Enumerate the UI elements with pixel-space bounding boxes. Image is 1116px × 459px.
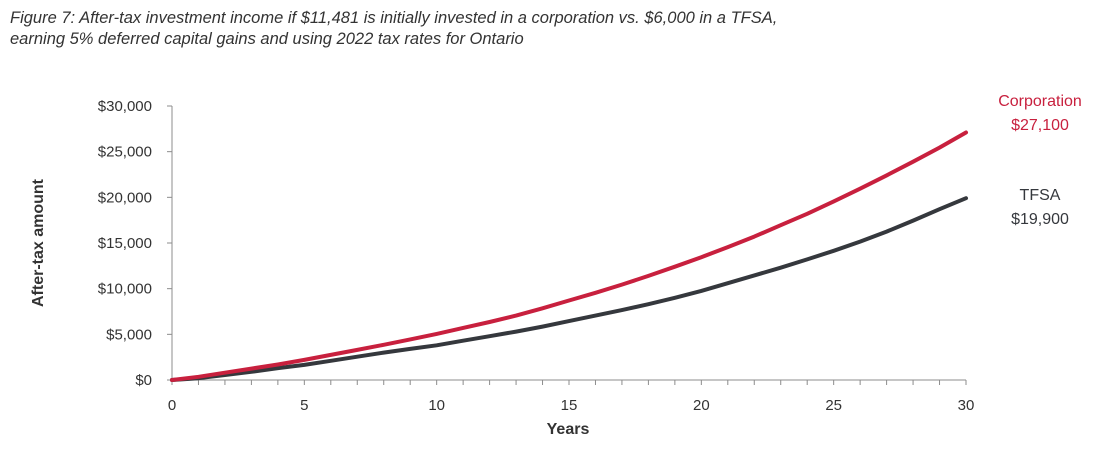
y-tick-label: $5,000 <box>106 326 152 343</box>
y-tick-label: $10,000 <box>98 281 152 298</box>
chart-title-line-1: Figure 7: After-tax investment income if… <box>10 9 778 27</box>
x-tick-label: 20 <box>693 397 710 414</box>
series-line-tfsa <box>170 196 968 382</box>
end-label-tfsa-name: TFSA <box>1020 187 1061 204</box>
end-label-tfsa-value: $19,900 <box>1011 211 1069 228</box>
y-axis-title: After-tax amount <box>30 178 47 307</box>
x-tick-label: 30 <box>958 397 975 414</box>
chart-title-line-2: earning 5% deferred capital gains and us… <box>10 30 524 48</box>
end-label-corporation-value: $27,100 <box>1011 117 1069 134</box>
x-tick-label: 15 <box>561 397 578 414</box>
chart-axes: $0 $5,000 $10,000 $15,000 $20,000 $25,000 $30,… <box>98 98 975 414</box>
x-tick-label: 25 <box>825 397 842 414</box>
chart-series <box>170 130 968 382</box>
y-tick-label: $25,000 <box>98 144 152 161</box>
series-line-corporation <box>170 130 968 382</box>
x-tick-label: 10 <box>428 397 445 414</box>
end-label-corporation-name: Corporation <box>998 93 1082 110</box>
x-tick-label: 5 <box>300 397 308 414</box>
y-tick-label: $20,000 <box>98 189 152 206</box>
y-tick-label: $0 <box>135 372 152 389</box>
chart-title: Figure 7: After-tax investment income if… <box>10 8 1100 50</box>
y-tick-label: $30,000 <box>98 98 152 115</box>
x-tick-label: 0 <box>168 397 176 414</box>
chart-end-labels: Corporation $27,100 TFSA $19,900 <box>998 93 1082 228</box>
x-axis-title: Years <box>547 421 590 438</box>
y-tick-label: $15,000 <box>98 235 152 252</box>
